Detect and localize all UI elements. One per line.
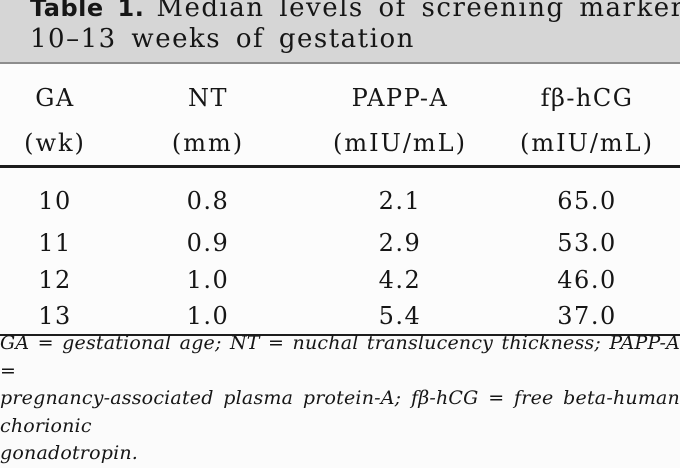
cell-nt: 0.9 xyxy=(186,228,230,257)
table-caption-line2: 10–13 weeks of gestation xyxy=(30,24,415,54)
cell-nt: 1.0 xyxy=(186,265,230,294)
cell-pappa: 4.2 xyxy=(378,265,422,294)
cell-fbhcg: 65.0 xyxy=(557,187,617,215)
cell-nt: 0.8 xyxy=(186,187,230,215)
header-name-row: GA NT PAPP-A fβ-hCG xyxy=(0,64,680,120)
table-number-label: Table 1. xyxy=(30,0,145,22)
table-row: 13 1.0 5.4 37.0 xyxy=(0,298,680,336)
column-unit-nt: (mm) xyxy=(110,120,306,168)
cell-ga: 12 xyxy=(38,265,72,294)
cell-ga: 13 xyxy=(0,298,110,336)
cell-pappa: 2.9 xyxy=(378,228,422,257)
footnote-line: GA = gestational age; NT = nuchal transl… xyxy=(0,332,680,382)
table-row: 12 1.0 4.2 46.0 xyxy=(0,261,680,298)
footnote-line: gonadotropin. xyxy=(0,442,139,464)
cell-pappa: 2.1 xyxy=(378,187,422,215)
table-footnote: GA = gestational age; NT = nuchal transl… xyxy=(0,330,680,468)
table-caption-band: Table 1. Median levels of screening marke… xyxy=(0,0,680,64)
screening-markers-table: GA NT PAPP-A fβ-hCG (wk) (mm) (mIU/mL) (… xyxy=(0,64,680,336)
column-unit-pappa: (mIU/mL) xyxy=(306,120,494,168)
footnote-line: pregnancy-associated plasma protein-A; f… xyxy=(0,387,680,437)
column-header-ga: GA xyxy=(35,84,75,112)
cell-pappa: 5.4 xyxy=(306,298,494,336)
cell-fbhcg: 46.0 xyxy=(557,265,617,294)
cell-ga: 10 xyxy=(38,187,72,215)
table-row: 10 0.8 2.1 65.0 xyxy=(0,167,680,225)
cell-nt: 1.0 xyxy=(110,298,306,336)
column-header-nt: NT xyxy=(187,84,228,112)
table-row: 11 0.9 2.9 53.0 xyxy=(0,224,680,261)
cell-fbhcg: 37.0 xyxy=(494,298,680,336)
column-unit-ga: (wk) xyxy=(0,120,110,168)
column-unit-fbhcg: (mIU/mL) xyxy=(494,120,680,168)
table-caption-line1: Table 1. Median levels of screening marke… xyxy=(30,0,680,24)
header-unit-row: (wk) (mm) (mIU/mL) (mIU/mL) xyxy=(0,120,680,168)
cell-fbhcg: 53.0 xyxy=(557,228,617,257)
table-caption-text: Median levels of screening markers at xyxy=(156,0,680,23)
column-header-pappa: PAPP-A xyxy=(351,84,449,112)
column-header-fbhcg: fβ-hCG xyxy=(540,84,634,112)
cell-ga: 11 xyxy=(38,228,72,257)
